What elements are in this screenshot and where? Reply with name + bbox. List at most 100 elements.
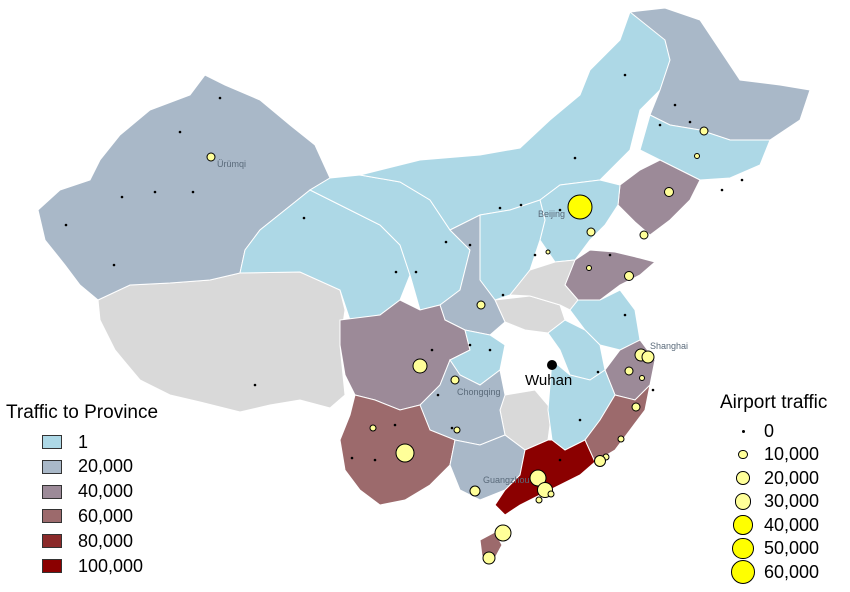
airport-circle <box>594 455 606 467</box>
airport-circle <box>450 375 460 385</box>
airport-dot <box>468 343 472 347</box>
traffic-legend-item: 40,000 <box>42 480 133 504</box>
airport-dot <box>558 458 562 462</box>
airport-legend-item: 10,000 <box>726 443 819 467</box>
airport-dot <box>64 223 68 227</box>
airport-dot <box>218 96 222 100</box>
airport-legend-label: 60,000 <box>764 561 820 582</box>
airport-legend-item: 30,000 <box>726 490 819 514</box>
traffic-legend-swatch <box>42 534 62 549</box>
airport-legend-label: 40,000 <box>764 514 820 535</box>
airport-dot <box>623 73 627 77</box>
airport-kunming <box>395 443 415 463</box>
airport-legend-circle <box>732 537 754 560</box>
traffic-legend-swatch <box>42 559 62 573</box>
label-shanghai: Shanghai <box>650 341 688 351</box>
province-liaoning <box>617 159 701 236</box>
traffic-legend-swatch <box>42 509 62 524</box>
airport-legend-label: 30,000 <box>764 491 820 511</box>
label-wuhan: Wuhan <box>525 372 572 389</box>
province-hebei <box>539 179 621 263</box>
traffic-legend-label: 40,000 <box>78 481 134 502</box>
airport-dot <box>436 393 440 397</box>
airport-circle <box>545 249 551 255</box>
traffic-legend-label: 20,000 <box>78 456 134 477</box>
airport-circle <box>624 271 634 281</box>
airport-circle <box>586 265 592 271</box>
airport-dot <box>430 348 434 352</box>
airport-dot <box>393 423 397 427</box>
airport-circle <box>694 153 700 159</box>
airport-dot <box>688 120 692 124</box>
airport-guangzhou <box>529 469 547 487</box>
airport-dot <box>191 190 195 194</box>
airport-legend-item: 50,000 <box>726 537 819 561</box>
airport-dot <box>658 123 662 127</box>
traffic-legend-item: 1 <box>42 430 88 454</box>
traffic-legend-title: Traffic to Province <box>6 402 159 423</box>
airport-sanya <box>482 551 496 565</box>
airport-dot <box>488 348 492 352</box>
airport-dot <box>558 208 562 212</box>
province-hainan <box>479 531 503 559</box>
airport-legend-circle <box>734 493 752 510</box>
traffic-legend-label: 1 <box>78 431 89 452</box>
airport-circle <box>453 426 461 434</box>
airport-legend-circle <box>738 449 748 460</box>
airport-circle <box>639 230 649 240</box>
airport-legend-circle <box>731 560 755 584</box>
airport-legend-circle <box>733 515 753 535</box>
airport-dot <box>394 270 398 274</box>
airport-circle <box>699 126 709 136</box>
airport-circles <box>206 126 709 565</box>
airport-legend-circle <box>736 471 750 485</box>
airport-legend: Airport traffic 0 10,000 20,000 30,000 40,00… <box>720 392 845 587</box>
traffic-legend-swatch <box>42 459 62 474</box>
airport-legend-label: 50,000 <box>764 538 820 558</box>
airport-legend-label: 10,000 <box>764 444 820 464</box>
airport-circle <box>617 435 625 443</box>
airport-shanghai-b <box>641 350 655 364</box>
airport-circle <box>535 496 543 504</box>
airport-dot <box>498 206 502 210</box>
airport-haikou <box>494 524 512 542</box>
airport-dot <box>468 243 472 247</box>
airport-legend-title: Airport traffic <box>720 392 828 413</box>
small-airport-dots <box>64 73 744 462</box>
airport-dot <box>740 178 744 182</box>
airport-legend-circle <box>741 429 745 433</box>
airport-dot <box>673 103 677 107</box>
traffic-legend-label: 60,000 <box>78 505 134 526</box>
airport-dot <box>444 240 448 244</box>
airport-dot <box>608 253 612 257</box>
airport-dot <box>120 195 124 199</box>
airport-circle <box>624 366 634 376</box>
airport-dot <box>533 253 537 257</box>
airport-dot <box>350 456 354 460</box>
traffic-legend-item: 60,000 <box>42 504 133 528</box>
airport-legend-label: 0 <box>764 420 775 441</box>
airport-dot <box>414 270 418 274</box>
airport-dot <box>623 313 627 317</box>
airport-legend-item: 20,000 <box>726 466 819 490</box>
airport-circle <box>369 424 377 432</box>
label-guangzhou: Guangzhou <box>483 475 530 485</box>
province-jilin <box>639 114 771 181</box>
traffic-legend-swatch <box>42 484 62 499</box>
airport-dot <box>253 383 257 387</box>
airport-chengdu <box>412 358 428 374</box>
wuhan-marker <box>547 360 557 370</box>
airport-circle <box>586 227 596 237</box>
airport-dot <box>153 190 157 194</box>
traffic-legend-swatch <box>42 435 62 449</box>
traffic-legend-item: 80,000 <box>42 529 133 553</box>
label-beijing: Beijing <box>538 209 565 219</box>
airport-dot <box>651 388 655 392</box>
airport-dot <box>112 263 116 267</box>
traffic-legend: Traffic to Province 1 20,000 40,000 60,000 8… <box>6 402 206 587</box>
label-urumqi: Ürümqi <box>217 159 246 169</box>
airport-legend-label: 20,000 <box>764 467 820 488</box>
airport-circle <box>639 375 645 381</box>
airport-dot <box>573 156 577 160</box>
